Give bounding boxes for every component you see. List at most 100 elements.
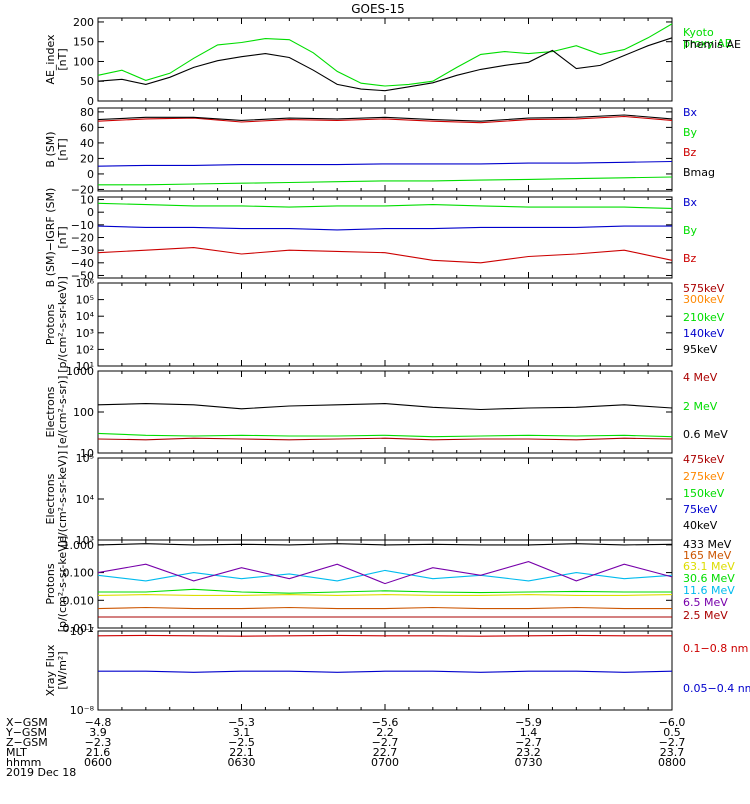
series-line <box>97 569 673 582</box>
ephemeris-value: 3.9 <box>89 726 107 739</box>
y-tick-label: 0.010 <box>63 594 95 607</box>
ephemeris-value: −5.3 <box>228 716 255 729</box>
y-tick-label: 20 <box>80 152 94 165</box>
date-label: 2019 Dec 18 <box>6 766 76 779</box>
y-tick-label: 0 <box>87 168 94 181</box>
panel-8: 10⁻⁸ 10⁻⁷ Xray Flux [W/m²] 0.1−0.8 nm 0.05−0.… <box>44 625 750 717</box>
y-axis-label: B (SM)−IGRF (SM) <box>44 188 57 288</box>
y-tick-label: 10⁶ <box>76 277 95 290</box>
y-tick-label: −20 <box>71 232 94 245</box>
ephemeris-value: 0.5 <box>663 726 681 739</box>
legend-label: 0.05−0.4 nm <box>683 682 750 695</box>
panel-4: 10¹ 10² 10³ 10⁴ 10⁵ 10⁶ Protons [p/(cm²-s-sr-ke… <box>44 276 725 373</box>
ephemeris-value: −6.0 <box>659 716 686 729</box>
y-tick-label: 60 <box>80 121 94 134</box>
legend-label: 0.1−0.8 nm <box>683 642 748 655</box>
panel-6: 10³ 10⁴ 10⁵ Electrons [e/(cm²-s-sr-keV)] 475k… <box>44 451 725 547</box>
legend-label: 300keV <box>683 293 725 306</box>
y-tick-label: 100 <box>73 55 94 68</box>
legend-label: By <box>683 126 698 139</box>
legend-label: Bz <box>683 146 697 159</box>
legend-label: 75keV <box>683 503 718 516</box>
y-axis-label: [p/(cm²-s-sr-keV)] <box>56 536 69 633</box>
series-line <box>97 114 673 122</box>
y-tick-label: 10 <box>80 447 94 460</box>
legend-label: Bz <box>683 252 697 265</box>
ephemeris-value: 22.1 <box>229 746 254 759</box>
series-line <box>97 23 673 87</box>
y-tick-label: 10² <box>76 343 94 356</box>
legend-label: 275keV <box>683 470 725 483</box>
ephemeris-value: 22.7 <box>373 746 398 759</box>
y-axis-label: [nT] <box>56 226 69 248</box>
series-line <box>97 432 673 438</box>
legend-label: 40keV <box>683 519 718 532</box>
y-tick-label: 10 <box>80 194 94 207</box>
y-axis-label: Xray Flux <box>44 644 57 696</box>
y-axis-label: [e/(cm²-s-sr)] <box>56 376 69 449</box>
ephemeris-value: 0600 <box>84 756 112 769</box>
y-tick-label: 100 <box>73 406 94 419</box>
legend-label: 63.1 MeV <box>683 560 735 573</box>
y-axis-label: Electrons <box>44 473 57 524</box>
y-tick-label: 10⁻⁸ <box>70 704 95 717</box>
y-axis-label: [p/(cm²-s-sr-keV)] <box>56 276 69 373</box>
y-tick-label: 10⁴ <box>76 493 95 506</box>
plot-title: GOES-15 <box>351 2 405 16</box>
y-tick-label: −10 <box>71 219 94 232</box>
y-axis-label: [e/(cm²-s-sr-keV)] <box>56 451 69 547</box>
y-tick-label: 150 <box>73 36 94 49</box>
legend-label: By <box>683 224 698 237</box>
panel-2: −20 0 20 40 60 80 B (SM) [nT] Bx By Bz Bmag <box>44 106 715 197</box>
ephemeris-value: −2.3 <box>85 736 112 749</box>
legend-label: 95keV <box>683 343 718 356</box>
y-tick-label: 10⁵ <box>76 452 94 465</box>
ephemeris-row-label: X−GSM <box>6 716 48 729</box>
ephemeris-value: 0700 <box>371 756 399 769</box>
series-line <box>97 202 673 209</box>
legend-label: 150keV <box>683 487 725 500</box>
panel-5: 10 100 1000 Electrons [e/(cm²-s-sr)] 4 MeV 2 M… <box>44 365 728 460</box>
y-tick-label: 50 <box>80 75 94 88</box>
legend-label: 30.6 MeV <box>683 572 735 585</box>
y-tick-label: 1000 <box>66 365 94 378</box>
series-line <box>97 403 673 411</box>
y-axis-label: Protons <box>44 563 57 604</box>
y-tick-label: 10¹ <box>76 360 94 373</box>
legend-label: 210keV <box>683 311 725 324</box>
ephemeris-value: 0730 <box>515 756 543 769</box>
legend-label: proxy AE <box>683 37 732 50</box>
series-line <box>97 594 673 596</box>
ephemeris-value: 0800 <box>658 756 686 769</box>
legend-label: 6.5 MeV <box>683 596 728 609</box>
legend-label: 2.5 MeV <box>683 609 728 622</box>
panel-frame <box>97 457 673 541</box>
y-tick-label: 10³ <box>76 327 94 340</box>
legend-label: Themis AE <box>682 38 741 51</box>
legend-label: 0.6 MeV <box>683 428 728 441</box>
y-tick-label: 200 <box>73 16 94 29</box>
panel-frame <box>97 17 673 102</box>
y-tick-label: 10⁵ <box>76 294 94 307</box>
y-tick-label: −20 <box>71 183 94 196</box>
ephemeris-row-label: Y−GSM <box>5 726 47 739</box>
series-line <box>97 115 673 124</box>
panel-7: 0.001 0.010 0.100 1.000 Protons [p/(cm²-s-sr-… <box>44 536 735 635</box>
series-line <box>97 225 672 231</box>
legend-label: 575keV <box>683 282 725 295</box>
y-tick-label: −30 <box>71 244 94 257</box>
series-line <box>97 634 672 637</box>
series-line <box>97 437 673 441</box>
series-line <box>97 247 673 264</box>
y-axis-label: [nT] <box>56 138 69 160</box>
y-axis-label: Protons <box>44 304 57 345</box>
y-tick-label: 80 <box>80 106 94 119</box>
legend-label: 165 MeV <box>683 549 732 562</box>
ephemeris-value: −2.7 <box>515 736 542 749</box>
ephemeris-value: −5.6 <box>372 716 399 729</box>
series-line <box>97 606 672 610</box>
